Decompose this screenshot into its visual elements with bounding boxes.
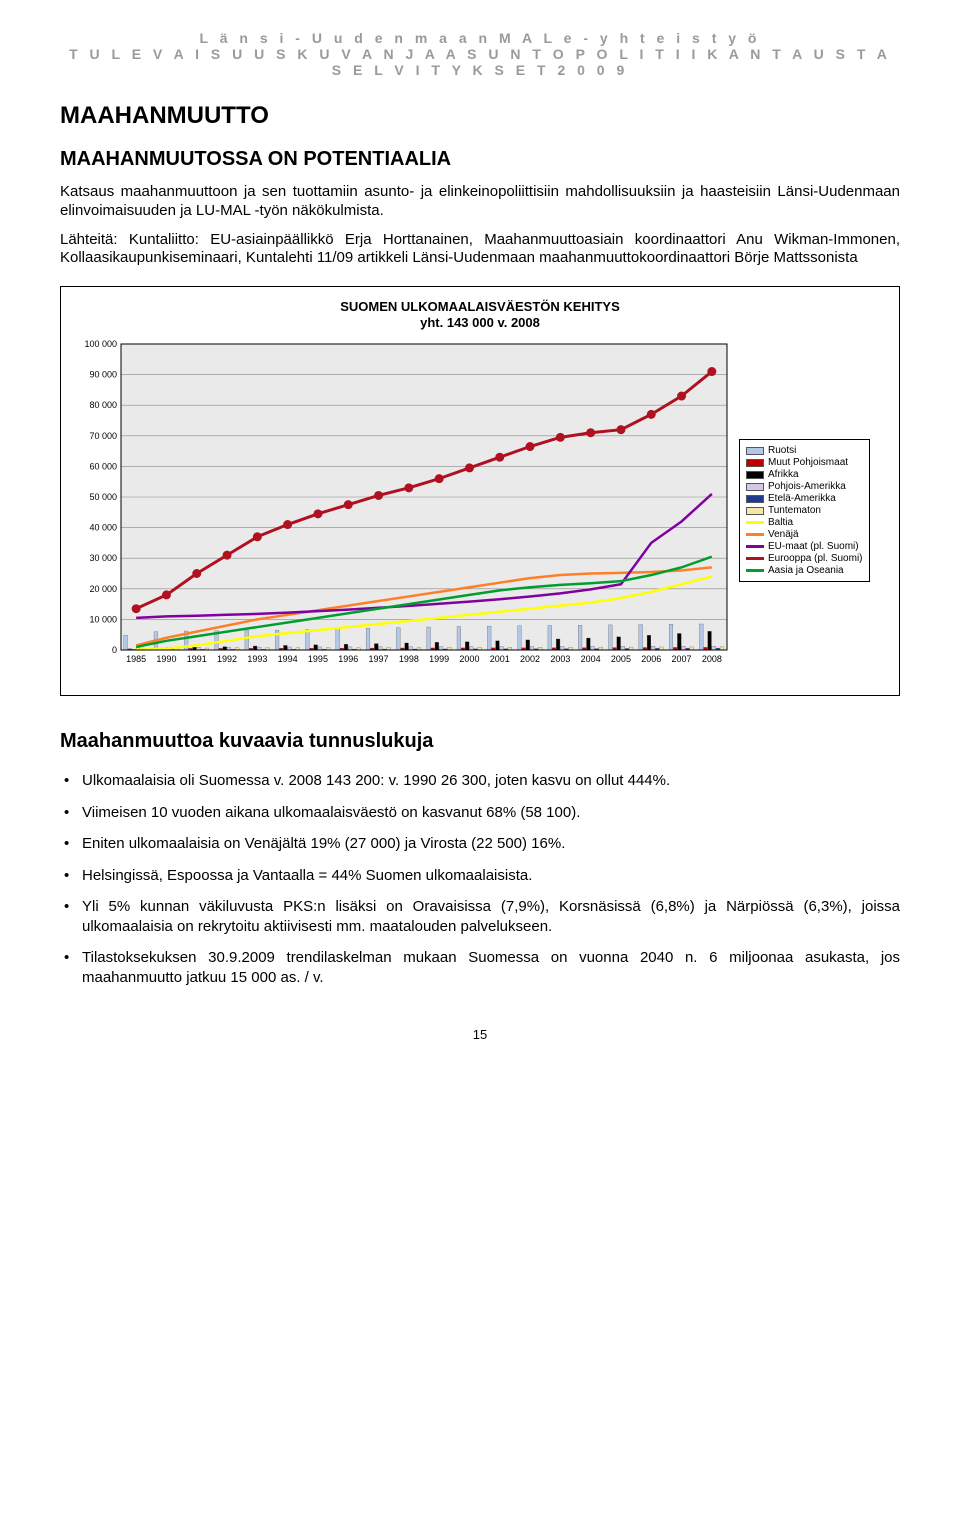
bullet-item: Eniten ulkomaalaisia on Venäjältä 19% (2…: [60, 834, 900, 854]
legend-label: Aasia ja Oseania: [768, 565, 844, 576]
svg-text:90 000: 90 000: [89, 370, 117, 380]
legend-item: Baltia: [746, 517, 863, 528]
legend-swatch: [746, 459, 764, 467]
legend-item: EU-maat (pl. Suomi): [746, 541, 863, 552]
legend-label: Afrikka: [768, 469, 799, 480]
legend-item: Aasia ja Oseania: [746, 565, 863, 576]
svg-text:1985: 1985: [126, 654, 146, 664]
chart-container: SUOMEN ULKOMAALAISVÄESTÖN KEHITYS yht. 1…: [60, 286, 900, 696]
legend-label: Etelä-Amerikka: [768, 493, 836, 504]
legend-label: Tuntematon: [768, 505, 821, 516]
header-line-2: T U L E V A I S U U S K U V A N J A A S …: [60, 46, 900, 78]
intro-paragraph-1: Katsaus maahanmuuttoon ja sen tuottamiin…: [60, 183, 900, 221]
chart-legend: RuotsiMuut PohjoismaatAfrikkaPohjois-Ame…: [739, 439, 870, 582]
legend-swatch: [746, 471, 764, 479]
svg-text:20 000: 20 000: [89, 584, 117, 594]
svg-text:2007: 2007: [672, 654, 692, 664]
svg-text:0: 0: [112, 645, 117, 655]
svg-text:40 000: 40 000: [89, 523, 117, 533]
svg-text:1994: 1994: [278, 654, 298, 664]
svg-text:2001: 2001: [490, 654, 510, 664]
svg-text:2006: 2006: [641, 654, 661, 664]
legend-item: Eurooppa (pl. Suomi): [746, 553, 863, 564]
svg-text:1993: 1993: [247, 654, 267, 664]
svg-text:80 000: 80 000: [89, 400, 117, 410]
legend-label: Venäjä: [768, 529, 799, 540]
legend-swatch: [746, 447, 764, 455]
svg-text:1992: 1992: [217, 654, 237, 664]
svg-text:2002: 2002: [520, 654, 540, 664]
svg-text:1999: 1999: [429, 654, 449, 664]
svg-text:2003: 2003: [550, 654, 570, 664]
legend-item: Muut Pohjoismaat: [746, 457, 863, 468]
legend-swatch: [746, 521, 764, 524]
legend-item: Etelä-Amerikka: [746, 493, 863, 504]
legend-swatch: [746, 569, 764, 572]
svg-text:2008: 2008: [702, 654, 722, 664]
bullet-item: Ulkomaalaisia oli Suomessa v. 2008 143 2…: [60, 771, 900, 791]
bullet-item: Helsingissä, Espoossa ja Vantaalla = 44%…: [60, 866, 900, 886]
intro-paragraph-2: Lähteitä: Kuntaliitto: EU-asiainpäällikk…: [60, 231, 900, 269]
svg-text:2004: 2004: [581, 654, 601, 664]
svg-text:70 000: 70 000: [89, 431, 117, 441]
section-heading: Maahanmuuttoa kuvaavia tunnuslukuja: [60, 730, 900, 753]
header-line-1: L ä n s i - U u d e n m a a n M A L e - …: [60, 30, 900, 46]
legend-label: Baltia: [768, 517, 793, 528]
svg-text:1996: 1996: [338, 654, 358, 664]
legend-item: Afrikka: [746, 469, 863, 480]
legend-label: Pohjois-Amerikka: [768, 481, 846, 492]
bullet-item: Yli 5% kunnan väkiluvusta PKS:n lisäksi …: [60, 897, 900, 936]
svg-text:1997: 1997: [369, 654, 389, 664]
legend-item: Ruotsi: [746, 445, 863, 456]
legend-item: Tuntematon: [746, 505, 863, 516]
legend-label: EU-maat (pl. Suomi): [768, 541, 859, 552]
svg-text:50 000: 50 000: [89, 492, 117, 502]
legend-item: Pohjois-Amerikka: [746, 481, 863, 492]
svg-text:60 000: 60 000: [89, 462, 117, 472]
legend-swatch: [746, 545, 764, 548]
bullet-item: Viimeisen 10 vuoden aikana ulkomaalaisvä…: [60, 803, 900, 823]
chart-title: SUOMEN ULKOMAALAISVÄESTÖN KEHITYS yht. 1…: [73, 299, 887, 330]
svg-text:30 000: 30 000: [89, 553, 117, 563]
legend-label: Ruotsi: [768, 445, 796, 456]
bullet-item: Tilastoksekuksen 30.9.2009 trendilaskelm…: [60, 948, 900, 987]
bullet-list: Ulkomaalaisia oli Suomessa v. 2008 143 2…: [60, 771, 900, 987]
svg-text:1998: 1998: [399, 654, 419, 664]
svg-text:1995: 1995: [308, 654, 328, 664]
page-subtitle: MAAHANMUUTOSSA ON POTENTIAALIA: [60, 148, 900, 171]
chart-title-l1: SUOMEN ULKOMAALAISVÄESTÖN KEHITYS: [340, 299, 620, 314]
chart-svg: 0 10 000 20 000 30 000 40 000 50 000 60 000 70 …: [73, 338, 733, 678]
legend-label: Muut Pohjoismaat: [768, 457, 848, 468]
page-title: MAAHANMUUTTO: [60, 102, 900, 130]
svg-text:10 000: 10 000: [89, 615, 117, 625]
svg-text:2000: 2000: [459, 654, 479, 664]
legend-swatch: [746, 533, 764, 536]
page-number: 15: [60, 1027, 900, 1042]
legend-swatch: [746, 557, 764, 560]
chart-title-l2: yht. 143 000 v. 2008: [420, 315, 540, 330]
svg-text:1990: 1990: [156, 654, 176, 664]
svg-text:2005: 2005: [611, 654, 631, 664]
svg-text:100 000: 100 000: [84, 339, 117, 349]
legend-label: Eurooppa (pl. Suomi): [768, 553, 863, 564]
legend-swatch: [746, 507, 764, 515]
legend-swatch: [746, 495, 764, 503]
legend-item: Venäjä: [746, 529, 863, 540]
legend-swatch: [746, 483, 764, 491]
chart-plot: 0 10 000 20 000 30 000 40 000 50 000 60 000 70 …: [73, 338, 733, 683]
svg-text:1991: 1991: [187, 654, 207, 664]
